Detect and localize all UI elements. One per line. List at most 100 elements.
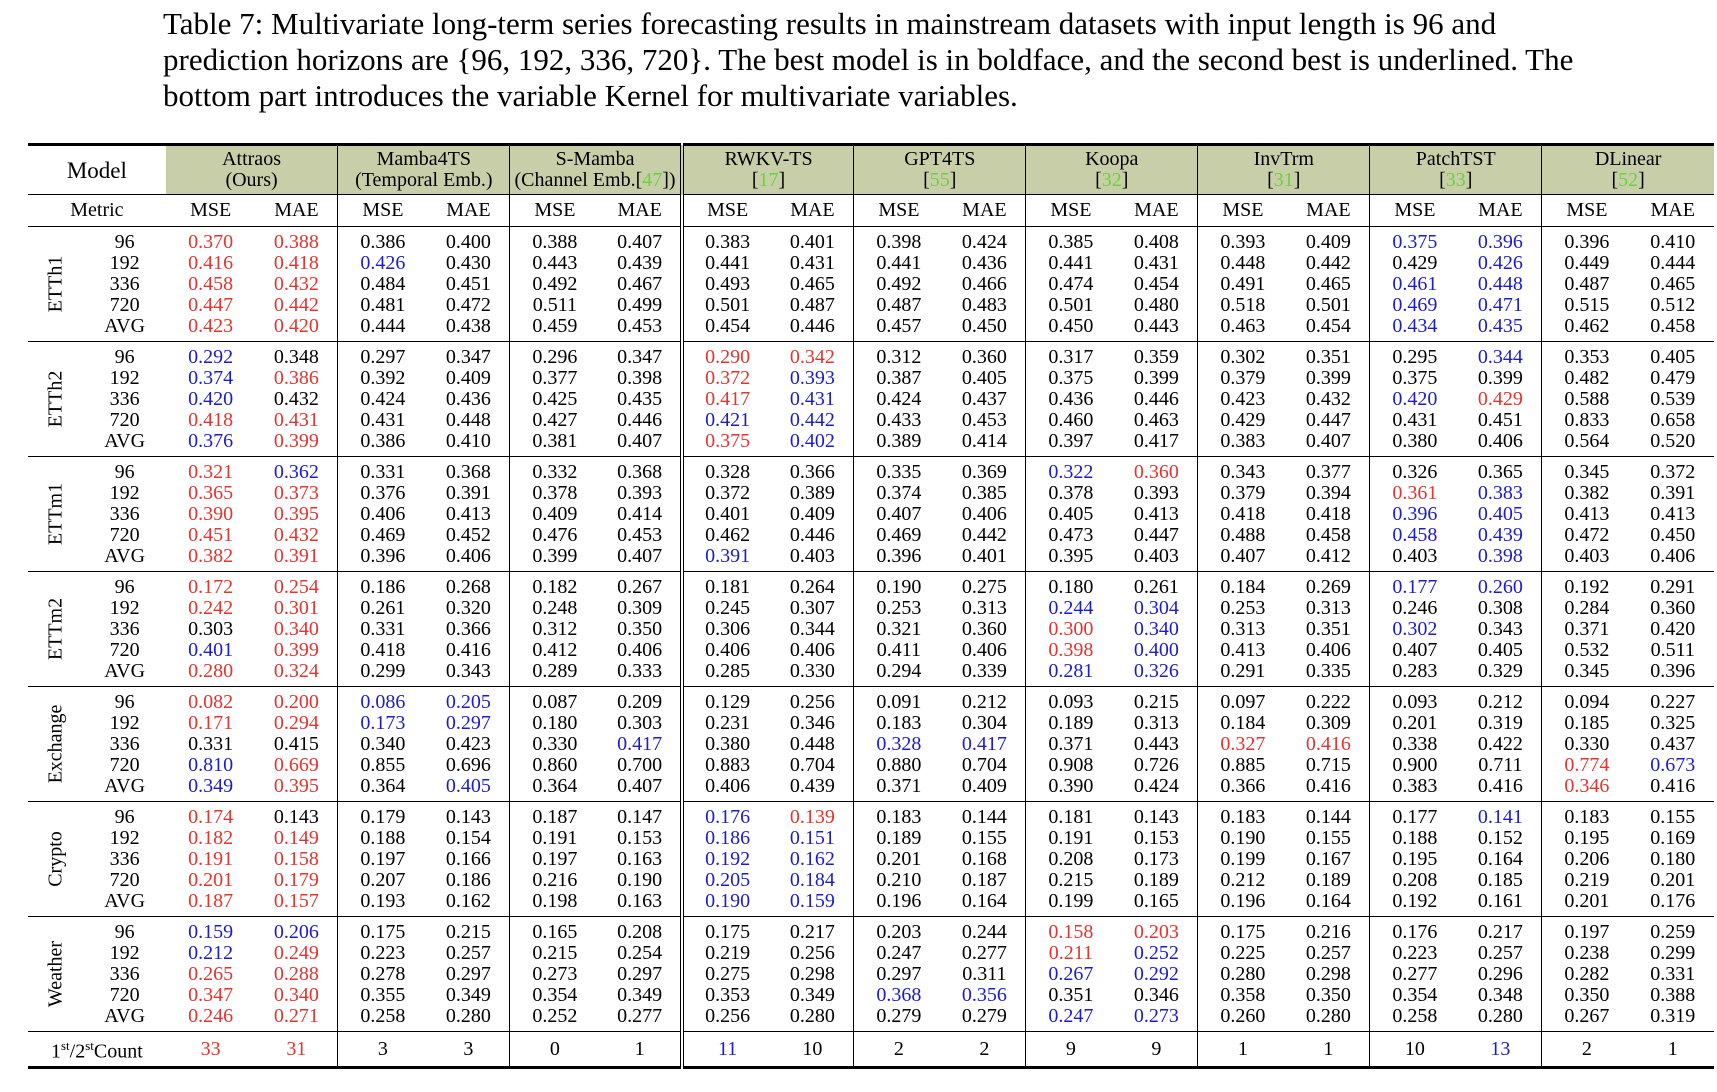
metric-value: 0.343 [1477, 618, 1523, 640]
mse-header: MSE [679, 194, 772, 227]
metric-value: 0.159 [789, 890, 835, 912]
metric-value: 0.400 [1133, 639, 1179, 661]
metric-value: 0.376 [188, 430, 234, 452]
metric-value: 0.422 [1477, 733, 1523, 755]
metric-value: 0.395 [273, 775, 319, 797]
metric-value: 0.208 [1025, 849, 1116, 870]
metric-value: 0.409 [445, 367, 491, 389]
metric-value: 0.443 [509, 253, 600, 274]
metric-value: 0.284 [1541, 598, 1632, 619]
metric-value: 0.442 [273, 294, 319, 316]
table-row: 336 0.303 0.340 0.331 0.366 0.312 0.350 0.306 0.… [28, 619, 1714, 640]
table-row: 192 0.242 0.301 0.261 0.320 0.248 0.309 0.245 0.… [28, 598, 1714, 619]
metric-value: 0.201 [1650, 869, 1696, 891]
metric-value: 0.353 [1541, 341, 1632, 368]
metric-value: 0.429 [1477, 388, 1523, 410]
horizon-label: 336 [109, 733, 140, 755]
metric-value: 0.458 [1305, 524, 1351, 546]
metric-value: 0.431 [789, 252, 835, 274]
metric-value: 0.254 [617, 942, 663, 964]
metric-value: 0.348 [255, 341, 338, 368]
metric-value: 0.483 [961, 294, 1007, 316]
mae-header: MAE [599, 194, 682, 227]
metric-value: 0.321 [165, 456, 256, 483]
citation-number: 52 [1618, 169, 1639, 191]
metric-value: 0.416 [1477, 775, 1523, 797]
metric-value: 0.280 [789, 1005, 835, 1027]
citation-bracket: [ [751, 169, 759, 191]
metric-value: 0.532 [1541, 640, 1632, 661]
metric-value: 0.153 [617, 827, 663, 849]
horizon-label: 96 [83, 341, 166, 368]
metric-value: 0.173 [1133, 848, 1179, 870]
metric-value: 0.432 [273, 273, 319, 295]
metric-value: 0.149 [273, 827, 319, 849]
metric-value: 0.407 [617, 545, 663, 567]
metric-value: 0.365 [188, 482, 234, 504]
model-header-cell: Attraos (Ours) [165, 143, 338, 195]
horizon-label: AVG [104, 775, 146, 797]
metric-value: 0.448 [1477, 273, 1523, 295]
metric-value: 0.358 [1197, 985, 1288, 1006]
metric-value: 0.212 [943, 686, 1026, 713]
metric-value: 0.421 [679, 410, 772, 431]
metric-value: 0.264 [771, 571, 854, 598]
model-name: DLinear [1594, 148, 1662, 170]
metric-value: 0.380 [1369, 431, 1460, 457]
metric-value: 0.385 [1025, 226, 1116, 253]
citation-bracket: ] [1121, 169, 1129, 191]
model-name: GPT4TS [904, 148, 976, 170]
metric-value: 0.297 [337, 341, 428, 368]
table-row: ETTh2 96 0.292 0.348 0.297 0.347 0.296 0.347 0.2… [28, 341, 1714, 457]
mse-header: MSE [1025, 194, 1116, 227]
metric-value: 0.223 [337, 943, 428, 964]
mse-header: MSE [1541, 194, 1632, 227]
metric-value: 0.267 [599, 571, 682, 598]
table-row: 720 0.347 0.340 0.355 0.349 0.354 0.349 0.353 0.… [28, 985, 1714, 1006]
metric-value: 0.196 [853, 891, 944, 917]
metric-value: 9 [1115, 1031, 1198, 1069]
metric-value: 0.413 [1197, 640, 1288, 661]
metric-value: 0.416 [188, 252, 234, 274]
metric-value: 0.165 [1133, 890, 1179, 912]
table-row: AVG 0.187 0.157 0.193 0.162 0.198 0.163 0.190 0.… [28, 891, 1714, 917]
metric-value: 0.810 [188, 754, 234, 776]
metric-value: 0.362 [255, 456, 338, 483]
metric-value: 0.209 [599, 686, 682, 713]
mse-header: MSE [853, 194, 944, 227]
metric-value: 0.238 [1541, 943, 1632, 964]
metric-value: 0.335 [853, 456, 944, 483]
citation-bracket: [ [1095, 169, 1102, 191]
metric-value: 0.183 [1541, 801, 1632, 828]
metric-value: 0.356 [961, 984, 1007, 1006]
metric-value: 0.396 [337, 546, 428, 572]
metric-value: 0.418 [1305, 503, 1351, 525]
metric-value: 0.360 [1650, 597, 1696, 619]
metric-value: 0.397 [1025, 431, 1116, 457]
metric-value: 0.442 [1305, 252, 1351, 274]
metric-value: 0.424 [337, 389, 428, 410]
metric-value: 0.399 [1133, 367, 1179, 389]
metric-value: 0.406 [445, 545, 491, 567]
metric-value: 0.439 [789, 775, 835, 797]
metric-value: 0.164 [961, 890, 1007, 912]
metric-value: 0.430 [445, 252, 491, 274]
metric-value: 0.458 [188, 273, 234, 295]
metric-value: 0.463 [1197, 316, 1288, 342]
model-name: Koopa [1085, 148, 1139, 170]
metric-value: 0.396 [1650, 660, 1696, 682]
metric-value: 0.412 [509, 640, 600, 661]
horizon-label: 192 [109, 597, 140, 619]
metric-value: 0.393 [1133, 482, 1179, 504]
metric-value: 0.429 [1369, 253, 1460, 274]
count-label-mid: /2 [69, 1040, 86, 1063]
metric-value: 0.461 [1369, 274, 1460, 295]
count-label-main: 1 [50, 1040, 61, 1063]
citation-bracket: ] [949, 169, 957, 191]
model-subtitle: [17] [684, 170, 854, 191]
metric-value: 0.312 [853, 341, 944, 368]
metric-value: 0.375 [679, 431, 772, 457]
metric-value: 0.225 [1197, 943, 1288, 964]
dataset-label: Weather [28, 916, 84, 1032]
metric-value: 0.401 [961, 545, 1007, 567]
